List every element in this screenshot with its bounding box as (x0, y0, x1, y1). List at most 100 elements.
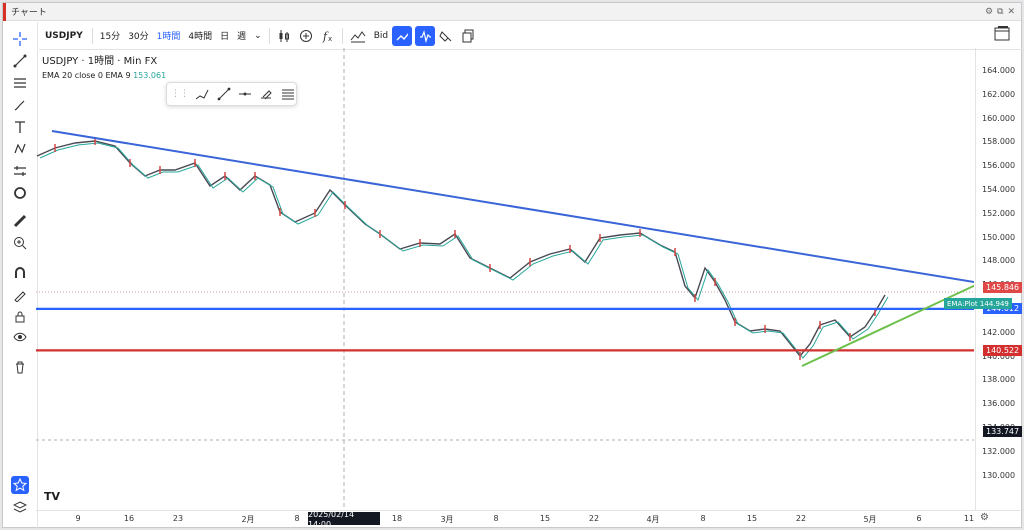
settings-lines-icon[interactable] (280, 85, 296, 103)
price-series (36, 140, 886, 358)
interval-30m[interactable]: 30分 (128, 32, 149, 42)
price-label: 145.846 (983, 281, 1023, 293)
time-tick: 8 (700, 514, 706, 523)
time-tick: 8 (493, 514, 499, 523)
eye-icon[interactable] (11, 328, 29, 346)
interval-1h[interactable]: 1時間 (156, 32, 181, 42)
brush-tool-icon[interactable] (194, 85, 210, 103)
zoom-in-icon[interactable] (11, 234, 29, 252)
svg-text:f: f (322, 30, 329, 43)
time-tick: 11 (963, 514, 975, 523)
time-tick: 2月 (241, 515, 255, 524)
trash-icon[interactable] (11, 358, 29, 376)
hline-tool-icon[interactable] (237, 85, 253, 103)
ruler-icon[interactable] (11, 212, 29, 230)
time-tick: 18 (391, 514, 403, 523)
svg-text:x: x (328, 35, 332, 43)
interval-15m[interactable]: 15分 (99, 32, 121, 42)
time-tick: 8 (294, 514, 300, 523)
price-tick: 162.000 (982, 89, 1016, 99)
brush-icon[interactable] (11, 96, 29, 114)
price-tick: 152.000 (982, 208, 1016, 218)
paint-icon[interactable] (435, 25, 457, 47)
interval-1w[interactable]: 週 (237, 32, 247, 42)
add-compare-icon[interactable] (295, 25, 317, 47)
text-icon[interactable] (11, 118, 29, 136)
line-chart-icon[interactable] (392, 25, 413, 46)
star-icon[interactable] (11, 476, 29, 494)
price-tick: 130.000 (982, 470, 1016, 480)
time-tick: 15 (746, 514, 758, 523)
settings-icon[interactable]: ⚙ (984, 6, 994, 17)
crosshair-icon[interactable] (11, 30, 29, 48)
ema-series (39, 142, 889, 359)
line-tool-icon[interactable] (215, 85, 231, 103)
time-tick: 22 (588, 514, 600, 523)
price-chart[interactable] (36, 48, 974, 510)
price-tick: 158.000 (982, 137, 1016, 147)
time-tick: 23 (172, 514, 184, 523)
horizontal-lines-icon[interactable] (11, 74, 29, 92)
eraser-icon[interactable] (258, 85, 274, 103)
price-tick: 138.000 (982, 375, 1016, 385)
magnet-icon[interactable] (11, 264, 29, 282)
templates-icon[interactable] (346, 25, 370, 47)
drag-handle-icon[interactable]: ⋮⋮ (171, 89, 189, 99)
circle-icon[interactable] (11, 184, 29, 202)
interval-dropdown[interactable]: ⌄ (254, 30, 262, 41)
lock-drawings-icon[interactable] (11, 286, 29, 304)
layers-icon[interactable] (11, 498, 29, 516)
measure-icon[interactable] (11, 162, 29, 180)
chart-settings-icon[interactable]: ⚙ (980, 512, 989, 523)
time-tick: 22 (795, 514, 807, 523)
ema-price-label: EMA:Plot 144.949 (944, 298, 1012, 309)
price-tick: 160.000 (982, 113, 1016, 123)
price-label: 140.522 (983, 344, 1023, 356)
time-tick: 9 (75, 514, 81, 523)
indicator-name: EMA 20 close 0 EMA 9 (42, 71, 131, 80)
price-type-button[interactable]: Bid (373, 30, 389, 41)
popout-icon[interactable]: ⧉ (997, 6, 1004, 17)
toolbar-divider (268, 27, 270, 44)
time-tick: 6 (916, 514, 922, 523)
price-tick: 156.000 (982, 161, 1016, 171)
ema-label-value: 144.949 (979, 299, 1009, 308)
close-icon[interactable]: ✕ (1007, 6, 1015, 17)
tradingview-logo[interactable]: 𝗧𝗩 (44, 490, 61, 503)
time-axis[interactable]: 11 6 5月 22 15 8 4月 22 15 8 3月 18 8 2月 23 16 9 2025/02/14… (36, 510, 1020, 529)
chart-legend: USDJPY · 1時間 · Min FX EMA 20 close 0 EMA… (42, 52, 166, 80)
title-bar: チャート ⚙ ⧉ ✕ (3, 2, 1021, 21)
layout-icon[interactable] (993, 25, 1011, 43)
price-tick: 150.000 (982, 232, 1016, 242)
price-label: 133.747 (983, 425, 1023, 437)
interval-1d[interactable]: 日 (220, 32, 230, 42)
price-tick: 154.000 (982, 185, 1016, 194)
chart-canvas[interactable] (36, 48, 974, 510)
trendline-icon[interactable] (11, 52, 29, 70)
price-tick: 164.000 (982, 66, 1016, 75)
copy-icon[interactable] (457, 25, 479, 47)
ascending-trendline (801, 284, 974, 367)
price-axis[interactable]: 164.000 162.000 160.000 158.000 156.000 154.0… (975, 48, 1020, 510)
title-accent (3, 2, 6, 21)
wave-chart-icon[interactable] (415, 25, 436, 46)
price-tick: 142.000 (982, 327, 1016, 337)
toolbar-divider (341, 27, 343, 44)
crosshair-time-label: 2025/02/14 14:00 (308, 510, 380, 529)
descending-trendline (51, 130, 974, 284)
symbol-button[interactable]: USDJPY (45, 30, 83, 41)
legend-title: USDJPY · 1時間 · Min FX (42, 56, 158, 67)
indicator-value: 153.061 (133, 71, 167, 80)
candle-type-icon[interactable] (273, 25, 295, 47)
time-tick: 16 (123, 514, 135, 523)
interval-4h[interactable]: 4時間 (188, 32, 213, 42)
time-tick: 15 (539, 514, 551, 523)
pattern-icon[interactable] (11, 140, 29, 158)
window-title: チャート (11, 8, 47, 18)
drawing-toolbar (3, 22, 38, 528)
toolbar-divider (91, 27, 93, 44)
time-tick: 5月 (863, 515, 877, 524)
lock-icon[interactable] (11, 308, 29, 326)
